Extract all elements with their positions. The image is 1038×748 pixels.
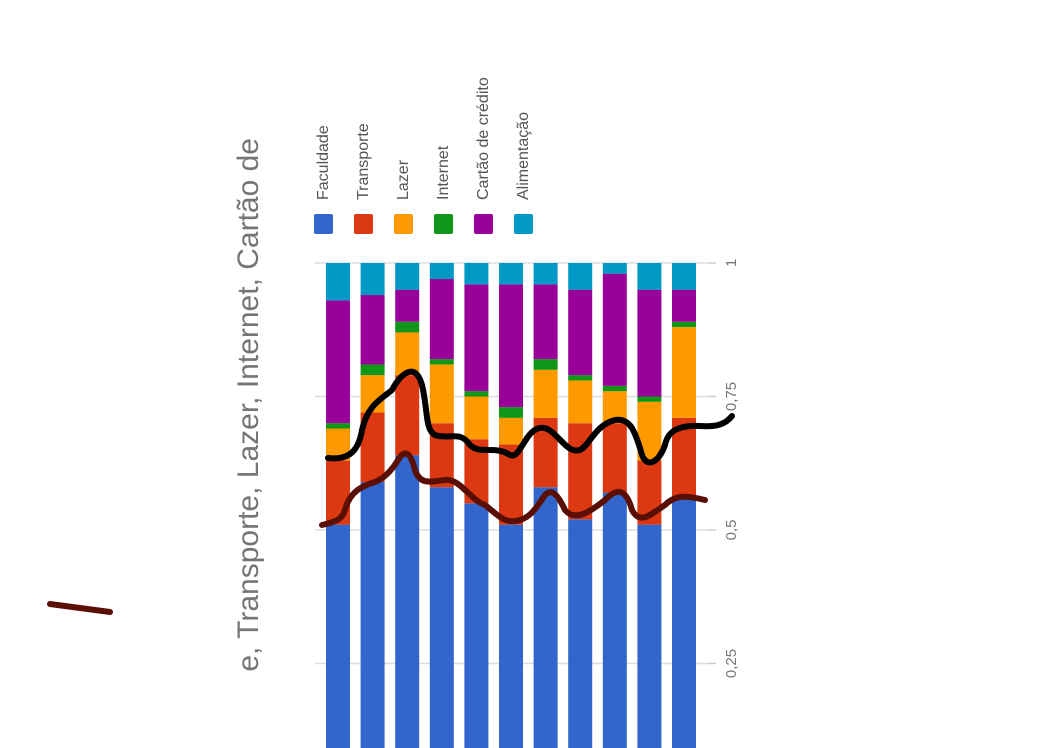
bar-segment (602, 263, 627, 274)
y-tick-label: 1 (723, 259, 740, 267)
bar-segment (395, 455, 420, 748)
bar-segment (429, 263, 454, 280)
bar-segment (637, 289, 662, 397)
bar-segment (637, 524, 662, 748)
legend-swatch (394, 214, 413, 234)
bar-segment (672, 497, 696, 748)
bar-segment (499, 284, 523, 408)
bar-segment (464, 503, 489, 748)
plot-area: 0,25 0,5 0,75 1 (315, 259, 740, 748)
bar-segment (429, 487, 454, 748)
annotation-dash (47, 601, 113, 615)
bar-segment (464, 396, 489, 440)
bar-segment (464, 391, 489, 397)
bar-segment (395, 332, 420, 376)
legend-swatch (354, 214, 373, 234)
bar-segment (360, 481, 385, 748)
bar-segment (568, 289, 593, 376)
bar-segment (464, 263, 489, 285)
bar-segment (672, 289, 696, 322)
bar-segment (533, 284, 558, 360)
bar-segment (326, 524, 350, 748)
bar-segment (672, 321, 696, 328)
bar-segment (568, 375, 593, 381)
bar-segment (602, 273, 627, 386)
annotation-line (325, 368, 735, 466)
y-tick-label: 0,5 (723, 520, 740, 541)
bar-segment (499, 263, 523, 285)
bar-segment (429, 359, 454, 365)
legend-label: Faculdade (315, 125, 332, 200)
legend-label: Alimentação (515, 112, 532, 200)
bar-segment (326, 263, 350, 301)
bar-segment (602, 423, 627, 493)
bar-segment (568, 519, 593, 748)
hand-drawn-annotations (47, 368, 735, 615)
bar-segment (499, 407, 523, 418)
bar-segment (672, 327, 696, 418)
legend-swatch (434, 214, 453, 234)
y-tick-label: 0,25 (723, 649, 740, 678)
y-tick-label: 0,75 (723, 382, 740, 411)
bar-segment (533, 263, 558, 285)
legend-label: Cartão de crédito (475, 77, 492, 200)
bar-segment (533, 369, 558, 418)
annotation-line (319, 450, 708, 528)
bar-segment (395, 321, 420, 333)
bar-segment (326, 300, 350, 424)
bar-segment (360, 295, 385, 365)
legend: Faculdade Transporte Lazer Internet Cartão d… (314, 77, 533, 234)
bar-segment (360, 364, 385, 376)
bar-segment (499, 417, 523, 445)
legend-label: Transporte (355, 123, 372, 200)
bar-segment (602, 492, 627, 748)
legend-swatch (314, 214, 333, 234)
bar-segment (637, 263, 662, 290)
bar-segment (533, 487, 558, 748)
bar-segment (326, 460, 350, 525)
bar-segment (568, 263, 593, 290)
bar-segment (568, 380, 593, 424)
bar-segment (672, 263, 696, 290)
bar-segment (395, 289, 420, 322)
bar-segment (395, 263, 420, 290)
bar-segment (499, 524, 523, 748)
bar-segment (533, 359, 558, 370)
bar-segment (637, 396, 662, 402)
chart-title: e, Transporte, Lazer, Internet, Cartão d… (232, 138, 265, 672)
legend-label: Lazer (395, 159, 412, 200)
bar-segment (429, 279, 454, 360)
legend-swatch (514, 214, 533, 234)
bar-segment (602, 385, 627, 392)
bar-segment (429, 364, 454, 424)
bar-segment (360, 263, 385, 296)
bar-segment (326, 423, 350, 429)
legend-label: Internet (435, 145, 452, 200)
bar-segment (464, 284, 489, 392)
bar-segment (395, 375, 420, 456)
legend-swatch (474, 214, 493, 234)
